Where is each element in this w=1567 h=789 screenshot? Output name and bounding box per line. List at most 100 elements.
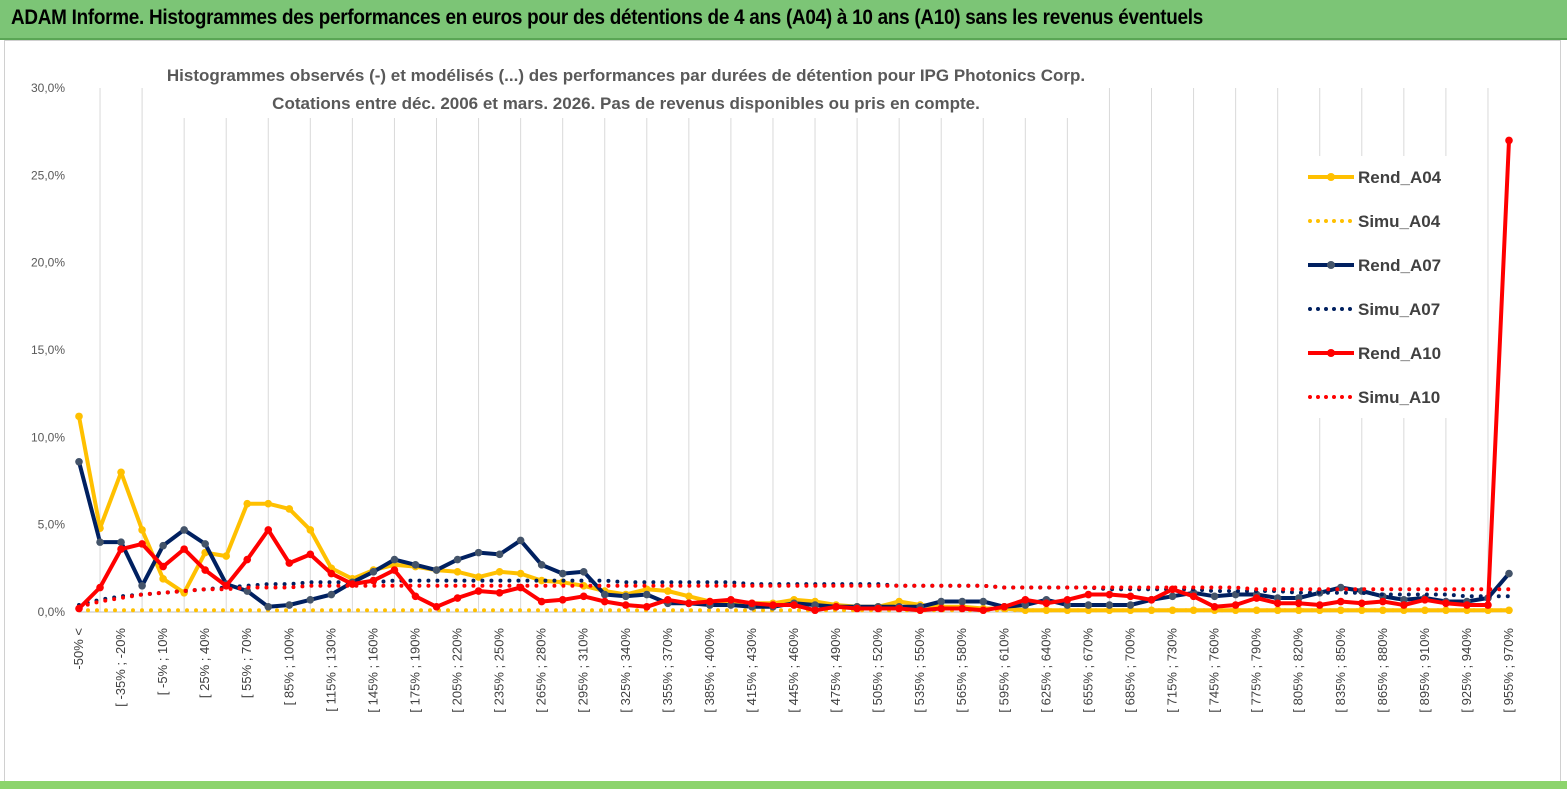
- x-tick-label: [ 535% ; 550%: [912, 628, 927, 713]
- rend-a07-point: [1126, 601, 1135, 609]
- rend-a10-point: [979, 606, 988, 615]
- rend-a10-legend-label: Rend_A10: [1358, 344, 1441, 363]
- rend-a10-point: [1315, 601, 1324, 609]
- rend-a07-legend-marker: [1327, 261, 1335, 269]
- rend-a07-point: [432, 566, 441, 574]
- rend-a10-point: [853, 604, 861, 613]
- rend-a04-point: [1294, 606, 1303, 615]
- banner-title: ADAM Informe. Histogrammes des performan…: [11, 6, 1203, 29]
- rend-a07-point: [1505, 569, 1513, 578]
- rend-a10-point: [790, 601, 798, 609]
- x-tick-label: [ 715% ; 730%: [1165, 628, 1180, 713]
- rend-a10-point: [1042, 599, 1051, 608]
- rend-a04-point: [285, 505, 294, 513]
- rend-a10-point: [453, 594, 462, 602]
- x-tick-label: [ 565% ; 580%: [954, 628, 969, 713]
- rend-a07-point: [75, 457, 83, 466]
- rend-a07-point: [537, 561, 546, 569]
- x-tick-label: [ 745% ; 760%: [1207, 628, 1222, 713]
- rend-a07-point: [1168, 592, 1177, 601]
- title-banner: ADAM Informe. Histogrammes des performan…: [0, 0, 1567, 40]
- rend-a07-point: [159, 541, 167, 550]
- rend-a10-point: [1505, 136, 1513, 145]
- x-tick-label: [ 385% ; 400%: [702, 628, 717, 713]
- x-tick-label: [ 205% ; 220%: [450, 628, 465, 713]
- x-tick-label: -50% <: [71, 628, 86, 670]
- rend-a10-point: [1021, 595, 1030, 604]
- rend-a04-point: [264, 499, 273, 508]
- rend-a07-point: [811, 601, 819, 609]
- rend-a04-point: [75, 412, 83, 421]
- rend-a07-point: [727, 601, 735, 609]
- rend-a10-point: [1357, 599, 1366, 608]
- rend-a07-point: [516, 536, 525, 545]
- x-tick-label: [ 925% ; 940%: [1459, 628, 1474, 713]
- y-axis: 0,0% 5,0% 10,0% 15,0% 20,0% 25,0% 30,0%: [31, 81, 65, 619]
- rend-a10-point: [1231, 601, 1240, 609]
- rend-a10-point: [685, 599, 693, 608]
- rend-a07-point: [495, 550, 504, 559]
- rend-a10-point: [1252, 594, 1261, 602]
- rend-a10-point: [159, 562, 167, 571]
- x-tick-label: [ 145% ; 160%: [365, 628, 380, 713]
- rend-a10-point: [811, 606, 819, 615]
- rend-a10-point: [432, 602, 441, 611]
- rend-a04-point: [474, 573, 483, 581]
- rend-a07-point: [306, 595, 315, 604]
- rend-a04-point: [685, 592, 693, 601]
- rend-a10-point: [558, 595, 567, 604]
- y-tick-label: 30,0%: [31, 81, 65, 95]
- chart-titles: Histogrammes observés (-) et modélisés (…: [150, 56, 1102, 118]
- y-tick-label: 5,0%: [38, 518, 66, 532]
- rend-a07-point: [264, 602, 273, 611]
- rend-a07-point: [642, 590, 651, 599]
- rend-a10-point: [1463, 601, 1471, 609]
- x-tick-label: [ 895% ; 910%: [1417, 628, 1432, 713]
- rend-a10-legend-marker: [1327, 349, 1335, 357]
- rend-a10-point: [1379, 597, 1387, 606]
- x-tick-label: [ 475% ; 490%: [828, 628, 843, 713]
- rend-a07-point: [369, 568, 378, 576]
- rend-a07-point: [579, 568, 588, 576]
- rend-a10-point: [727, 595, 735, 604]
- rend-a07-point: [390, 555, 399, 564]
- rend-a10-point: [895, 604, 903, 613]
- x-tick-label: [ 295% ; 310%: [576, 628, 591, 713]
- rend-a07-point: [285, 601, 294, 609]
- rend-a07-point: [1210, 592, 1219, 601]
- rend-a04-line: [77, 416, 1509, 613]
- rend-a07-point: [96, 538, 104, 546]
- rend-a04-point: [117, 468, 125, 477]
- rend-a10-point: [1484, 601, 1492, 609]
- rend-a10-point: [579, 592, 588, 601]
- rend-a10-point: [1147, 595, 1156, 604]
- chart-title: Histogrammes observés (-) et modélisés (…: [167, 66, 1085, 85]
- rend-a04-legend-marker: [1327, 173, 1335, 181]
- rend-a07-point: [327, 590, 336, 599]
- rend-a10-point: [369, 576, 378, 585]
- rend-a04-point: [306, 526, 315, 534]
- rend-a10-point: [243, 555, 252, 564]
- rend-a04-legend-label: Rend_A04: [1358, 168, 1442, 187]
- rend-a10-point: [958, 604, 967, 613]
- x-tick-label: [ -35% ; -20%: [113, 628, 128, 707]
- y-tick-label: 25,0%: [31, 168, 65, 182]
- x-tick-label: [ 25% ; 40%: [197, 628, 212, 699]
- x-tick-label: [ 865% ; 880%: [1375, 628, 1390, 713]
- rend-a07-point: [1273, 594, 1282, 602]
- legend: Rend_A04 Simu_A04 Rend_A07 Simu_A07 Rend_A10…: [1296, 156, 1456, 418]
- rend-a04-point: [453, 568, 462, 576]
- rend-a10-line: [77, 140, 1511, 613]
- rend-a04-point: [1505, 606, 1513, 615]
- rend-a10-point: [285, 559, 294, 567]
- x-tick-label: [ 835% ; 850%: [1333, 628, 1348, 713]
- rend-a07-point: [474, 548, 483, 557]
- rend-a10-point: [706, 597, 714, 606]
- y-tick-label: 15,0%: [31, 343, 65, 357]
- rend-a07-point: [958, 597, 967, 606]
- rend-a04-point: [222, 552, 231, 560]
- rend-a10-point: [327, 569, 336, 578]
- rend-a10-point: [264, 526, 273, 534]
- rend-a10-point: [117, 545, 125, 553]
